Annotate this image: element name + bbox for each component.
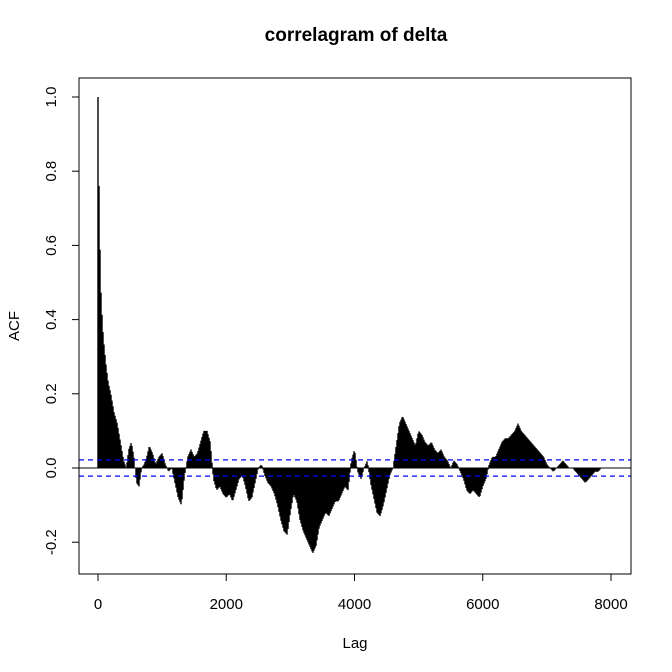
acf-bars <box>97 97 602 553</box>
y-tick-label: 0.2 <box>43 383 60 404</box>
plot-frame <box>78 77 632 575</box>
y-tick-label: 1.0 <box>43 87 60 108</box>
chart-title: correlagram of delta <box>265 25 448 46</box>
x-tick-label: 6000 <box>466 596 499 613</box>
x-tick-label: 0 <box>94 596 102 613</box>
y-tick-label: 0.8 <box>43 161 60 182</box>
y-tick-label: 0.0 <box>43 458 60 479</box>
y-axis: -0.2 0.0 0.2 0.4 0.6 0.8 1.0 <box>43 87 80 555</box>
x-tick-label: 2000 <box>210 596 243 613</box>
x-axis: 0 2000 4000 6000 8000 <box>94 573 628 613</box>
y-tick-label: -0.2 <box>43 529 60 555</box>
y-tick-label: 0.6 <box>43 235 60 256</box>
x-axis-label: Lag <box>342 635 367 652</box>
y-tick-label: 0.4 <box>43 309 60 330</box>
x-tick-label: 4000 <box>338 596 371 613</box>
y-axis-label: ACF <box>6 311 23 341</box>
x-tick-label: 8000 <box>594 596 627 613</box>
